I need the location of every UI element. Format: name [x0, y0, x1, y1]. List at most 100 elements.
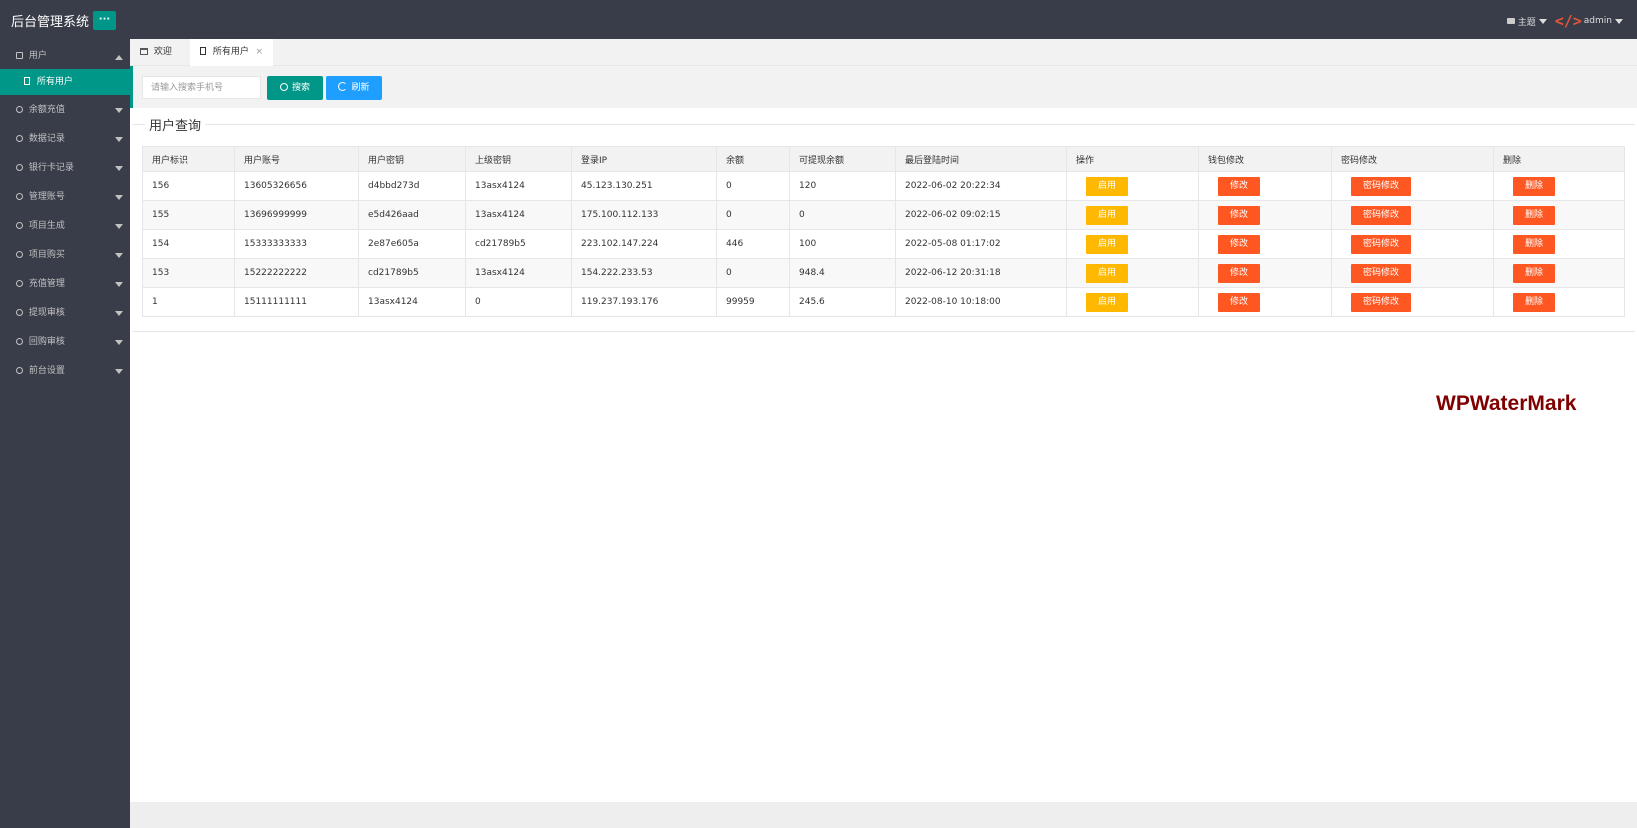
- sidebar-subitem-all-users[interactable]: 所有用户: [0, 69, 130, 95]
- cell-key: d4bbd273d: [358, 171, 466, 201]
- chevron-down-icon: [115, 195, 123, 200]
- enable-button[interactable]: 启用: [1086, 263, 1129, 283]
- circle-icon: [16, 309, 23, 316]
- edit-wallet-button[interactable]: 修改: [1218, 176, 1261, 196]
- cell-id: 155: [142, 200, 235, 230]
- theme-label: 主题: [1517, 17, 1536, 28]
- edit-password-button[interactable]: 密码修改: [1351, 263, 1412, 283]
- cell-parent-key: 13asx4124: [465, 200, 572, 230]
- circle-icon: [16, 222, 23, 229]
- user-menu[interactable]: </> admin: [1555, 12, 1623, 30]
- edit-password-button[interactable]: 密码修改: [1351, 292, 1412, 312]
- cell-withdrawable: 948.4: [789, 258, 896, 288]
- edit-password-button[interactable]: 密码修改: [1351, 234, 1412, 254]
- circle-icon: [16, 338, 23, 345]
- watermark: WPWaterMark: [1436, 392, 1577, 415]
- edit-wallet-button[interactable]: 修改: [1218, 234, 1261, 254]
- theme-icon: [1506, 18, 1515, 24]
- app-logo: 后台管理系统: [11, 15, 90, 30]
- active-indicator: [130, 66, 133, 108]
- edit-password-button[interactable]: 密码修改: [1351, 176, 1412, 196]
- delete-button[interactable]: 删除: [1513, 292, 1556, 312]
- edit-password-button[interactable]: 密码修改: [1351, 205, 1412, 225]
- circle-icon: [16, 280, 23, 287]
- cell-action: 启用: [1066, 200, 1199, 230]
- chevron-down-icon: [115, 369, 123, 374]
- col-header: 操作: [1066, 146, 1199, 172]
- edit-wallet-button[interactable]: 修改: [1218, 263, 1261, 283]
- cell-balance: 0: [716, 200, 790, 230]
- sidebar-item-users[interactable]: 用户: [0, 43, 130, 69]
- sidebar: 用户 所有用户 余额充值 数据记录 银行卡记录 管理账号 项目生成 项目购买 充…: [0, 39, 130, 828]
- sidebar-item-project-generate[interactable]: 项目生成: [0, 212, 130, 241]
- chevron-down-icon: [115, 224, 123, 229]
- search-toolbar: 搜索 刷新: [130, 66, 1637, 108]
- chevron-down-icon: [115, 166, 123, 171]
- enable-button[interactable]: 启用: [1086, 292, 1129, 312]
- cell-action: 启用: [1066, 258, 1199, 288]
- cell-delete: 删除: [1493, 200, 1625, 230]
- sidebar-item-project-purchase[interactable]: 项目购买: [0, 241, 130, 270]
- sidebar-subitem-label: 所有用户: [36, 77, 73, 87]
- section-title: 用户查询: [145, 115, 206, 134]
- sidebar-item-admin-accounts[interactable]: 管理账号: [0, 183, 130, 212]
- sidebar-item-label: 管理账号: [28, 192, 65, 202]
- sidebar-item-recharge-manage[interactable]: 充值管理: [0, 270, 130, 299]
- col-header: 登录IP: [571, 146, 717, 172]
- cell-last-login: 2022-06-02 09:02:15: [895, 200, 1067, 230]
- enable-button[interactable]: 启用: [1086, 176, 1129, 196]
- enable-button[interactable]: 启用: [1086, 205, 1129, 225]
- cell-last-login: 2022-06-12 20:31:18: [895, 258, 1067, 288]
- table-row: 153 15222222222 cd21789b5 13asx4124 154.…: [142, 258, 1625, 288]
- header-right: 主题 </> admin: [1499, 12, 1623, 30]
- sidebar-item-label: 用户: [28, 51, 47, 61]
- refresh-button[interactable]: 刷新: [326, 76, 382, 100]
- footer-bar: [130, 802, 1637, 828]
- circle-icon: [16, 193, 23, 200]
- sidebar-item-frontend-settings[interactable]: 前台设置: [0, 357, 130, 386]
- cell-key: cd21789b5: [358, 258, 466, 288]
- chevron-down-icon: [115, 340, 123, 345]
- sidebar-item-data-records[interactable]: 数据记录: [0, 125, 130, 154]
- sidebar-item-label: 银行卡记录: [28, 163, 74, 173]
- col-header: 余额: [716, 146, 790, 172]
- delete-button[interactable]: 删除: [1513, 176, 1556, 196]
- cell-action: 启用: [1066, 287, 1199, 317]
- close-icon[interactable]: ×: [255, 47, 263, 57]
- cell-key: 2e87e605a: [358, 229, 466, 259]
- delete-button[interactable]: 删除: [1513, 234, 1556, 254]
- search-phone-input[interactable]: [142, 76, 261, 99]
- sidebar-item-label: 充值管理: [28, 279, 65, 289]
- cell-account: 15333333333: [234, 229, 359, 259]
- cell-last-login: 2022-08-10 10:18:00: [895, 287, 1067, 317]
- cell-id: 156: [142, 171, 235, 201]
- chevron-down-icon: [115, 282, 123, 287]
- cell-password: 密码修改: [1331, 200, 1494, 230]
- edit-wallet-button[interactable]: 修改: [1218, 292, 1261, 312]
- tab-bar: 欢迎页 所有用户 ×: [130, 39, 1637, 84]
- sidebar-item-bank-card-records[interactable]: 银行卡记录: [0, 154, 130, 183]
- delete-button[interactable]: 删除: [1513, 263, 1556, 283]
- sidebar-toggle-button[interactable]: ···: [93, 11, 116, 30]
- tab-welcome[interactable]: 欢迎页: [130, 39, 190, 84]
- sidebar-item-buyback-review[interactable]: 回购审核: [0, 328, 130, 357]
- cell-last-login: 2022-06-02 20:22:34: [895, 171, 1067, 201]
- theme-menu[interactable]: 主题: [1506, 15, 1547, 28]
- enable-button[interactable]: 启用: [1086, 234, 1129, 254]
- tab-all-users[interactable]: 所有用户 ×: [190, 39, 273, 66]
- sidebar-item-withdraw-review[interactable]: 提现审核: [0, 299, 130, 328]
- circle-icon: [16, 367, 23, 374]
- sidebar-item-balance-recharge[interactable]: 余额充值: [0, 96, 130, 125]
- cell-balance: 446: [716, 229, 790, 259]
- chevron-up-icon: [115, 55, 123, 60]
- delete-button[interactable]: 删除: [1513, 205, 1556, 225]
- cell-password: 密码修改: [1331, 229, 1494, 259]
- chevron-down-icon: [115, 108, 123, 113]
- sidebar-item-label: 数据记录: [28, 134, 65, 144]
- tab-label: 所有用户: [212, 47, 249, 57]
- cell-id: 1: [142, 287, 235, 317]
- chevron-down-icon: [115, 311, 123, 316]
- edit-wallet-button[interactable]: 修改: [1218, 205, 1261, 225]
- col-header: 用户密钥: [358, 146, 466, 172]
- search-button[interactable]: 搜索: [267, 76, 323, 100]
